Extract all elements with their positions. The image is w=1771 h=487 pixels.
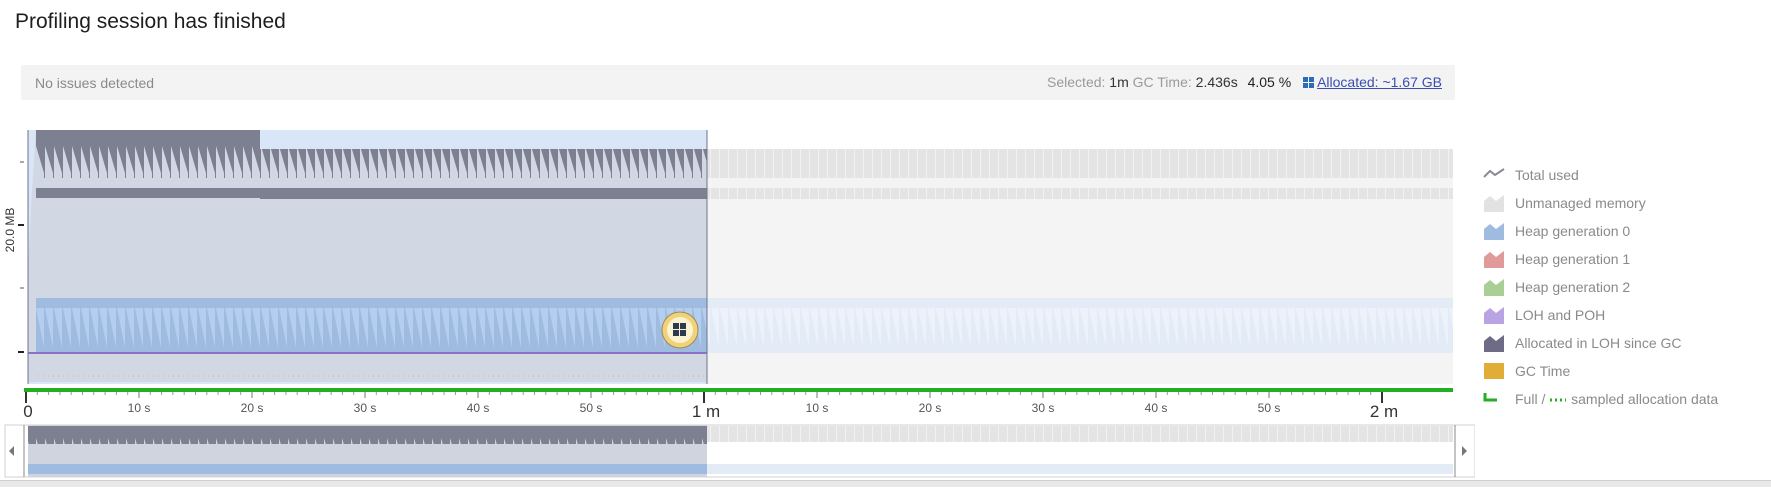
selected-value: 1m (1109, 74, 1129, 90)
loh-poh-line (28, 352, 707, 354)
gc-time-value: 2.436s (1195, 74, 1238, 90)
page-title: Profiling session has finished (15, 10, 286, 33)
overview-strip[interactable] (0, 420, 1475, 480)
timeline-tick-label: 1 m (692, 402, 720, 420)
legend-label: LOH and POH (1515, 307, 1606, 323)
allocated-loh-band (260, 149, 707, 199)
square-icon (1484, 363, 1504, 379)
timeline-tick-label: 50 s (580, 401, 603, 415)
gc-time-percent: 4.05 % (1247, 74, 1292, 90)
allocations-grid-icon (1303, 77, 1315, 88)
overview-heap-band-unselected (707, 464, 1453, 474)
snapshot-button[interactable] (661, 311, 699, 349)
summary-bar: No issues detected Selected: 1m GC Time:… (21, 65, 1455, 100)
scroll-left-arrow[interactable] (9, 446, 14, 456)
heap-generation-0-area (36, 298, 707, 353)
legend-label: Heap generation 0 (1515, 223, 1631, 239)
timeline-tick-label: 20 s (241, 401, 264, 415)
memory-chart[interactable] (0, 128, 1460, 386)
dotted-line-icon (1550, 398, 1567, 402)
status-strip (0, 480, 1771, 487)
timeline-tick-label: 2 m (1370, 402, 1398, 420)
legend-label: Unmanaged memory (1515, 195, 1646, 211)
area-icon (1484, 279, 1504, 296)
timeline-tick-label: 50 s (1258, 401, 1281, 415)
area-icon (1484, 251, 1504, 268)
selected-label: Selected: (1047, 74, 1106, 90)
scroll-right-arrow[interactable] (1462, 446, 1467, 456)
unmanaged-band-unselected (707, 149, 1453, 199)
legend-label: Heap generation 2 (1515, 279, 1631, 295)
step-line-icon (1483, 393, 1497, 402)
allocated-link[interactable]: Allocated: ~1.67 GB (1317, 74, 1442, 90)
allocated-loh-band (36, 130, 260, 198)
issues-status: No issues detected (35, 75, 155, 91)
area-icon (1484, 335, 1504, 352)
timeline-tick-label: 0 (23, 402, 32, 420)
heap-generation-0-unselected (707, 298, 1453, 353)
timeline-tick-label: 40 s (467, 401, 490, 415)
overview-unmanaged-band (707, 426, 1453, 442)
timeline-tick-label: 10 s (806, 401, 829, 415)
legend-label: Heap generation 1 (1515, 251, 1631, 267)
selection-stats: Selected: 1m GC Time: 2.436s 4.05 % Allo… (1047, 74, 1442, 90)
legend-label: Full / sampled allocation data (1515, 391, 1719, 407)
legend-label: Allocated in LOH since GC (1515, 335, 1682, 351)
area-icon (1484, 307, 1504, 324)
legend-label: Total used (1515, 167, 1579, 183)
overview-heap-band (28, 464, 707, 474)
timeline-tick-label: 30 s (354, 401, 377, 415)
line-icon (1483, 168, 1505, 178)
gc-time-label: GC Time: (1132, 74, 1192, 90)
timeline-ruler[interactable]: 0 10 s 20 s 30 s 40 s 50 s 1 m 10 s 20 s 30 s 40 s… (0, 385, 1460, 420)
timeline-tick-label: 10 s (128, 401, 151, 415)
area-icon (1484, 195, 1504, 212)
timeline-tick-label: 30 s (1032, 401, 1055, 415)
overview-allocated-band (28, 426, 707, 444)
timeline-tick-label: 40 s (1145, 401, 1168, 415)
timeline-tick-label: 20 s (919, 401, 942, 415)
legend-label: GC Time (1515, 363, 1571, 379)
area-icon (1484, 223, 1504, 240)
